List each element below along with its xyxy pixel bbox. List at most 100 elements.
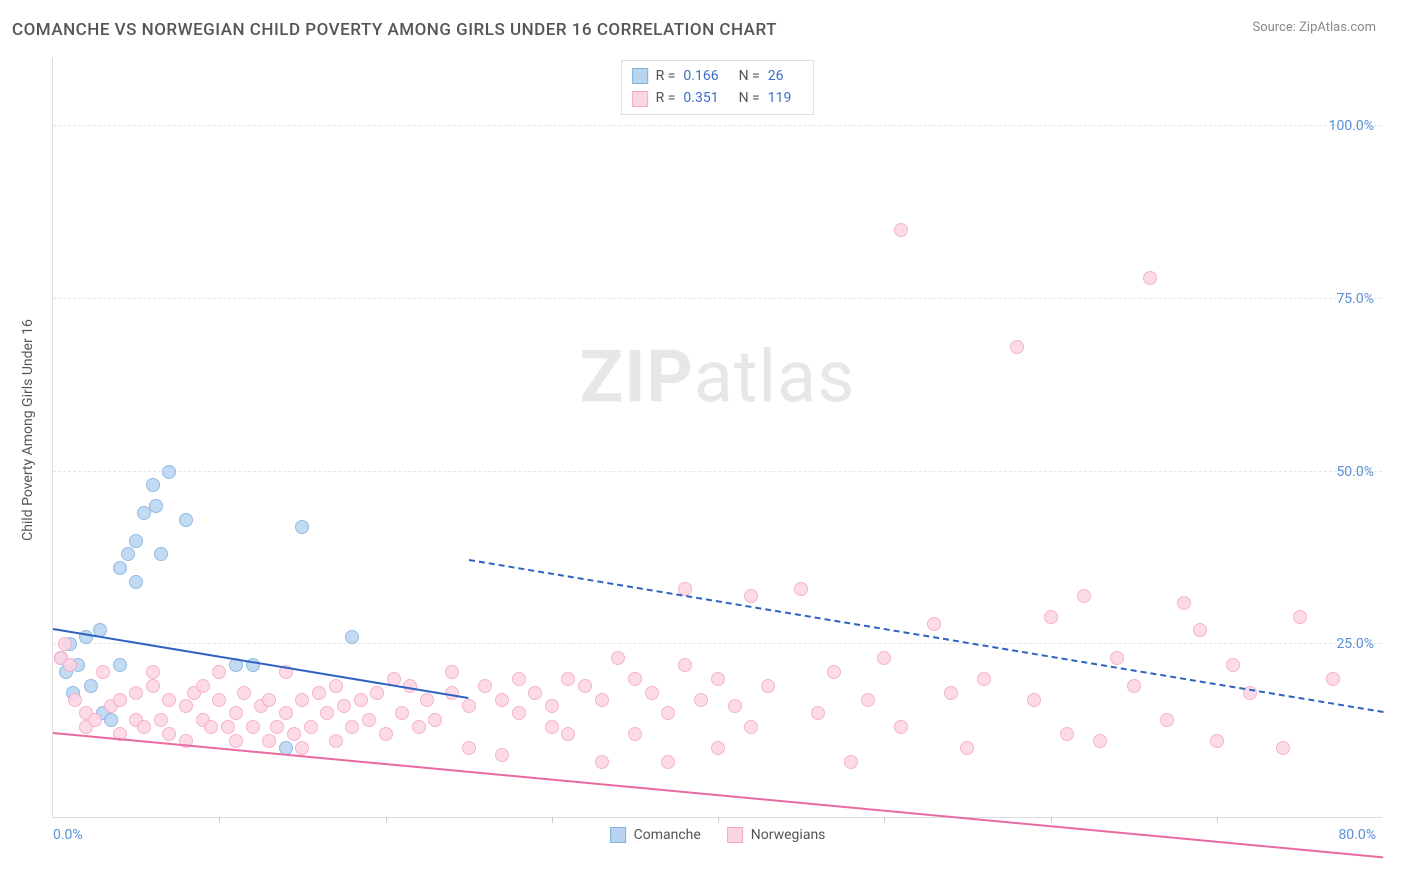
data-point bbox=[162, 727, 176, 741]
stat-value: 26 bbox=[768, 65, 784, 87]
data-point bbox=[711, 672, 725, 686]
x-axis-tick bbox=[386, 817, 387, 823]
data-point bbox=[628, 672, 642, 686]
data-point bbox=[894, 223, 908, 237]
data-point bbox=[395, 706, 409, 720]
legend-swatch-icon bbox=[610, 827, 626, 843]
x-axis-max-label: 80.0% bbox=[1338, 827, 1376, 843]
data-point bbox=[320, 706, 334, 720]
data-point bbox=[1276, 741, 1290, 755]
legend-label: Comanche bbox=[634, 827, 701, 843]
data-point bbox=[728, 699, 742, 713]
data-point bbox=[478, 679, 492, 693]
data-point bbox=[162, 693, 176, 707]
data-point bbox=[329, 734, 343, 748]
data-point bbox=[179, 699, 193, 713]
data-point bbox=[661, 755, 675, 769]
data-point bbox=[129, 575, 143, 589]
data-point bbox=[354, 693, 368, 707]
data-point bbox=[121, 547, 135, 561]
legend-item: Norwegians bbox=[727, 827, 826, 843]
data-point bbox=[694, 693, 708, 707]
x-axis-tick bbox=[718, 817, 719, 823]
data-point bbox=[212, 693, 226, 707]
data-point bbox=[304, 720, 318, 734]
x-axis-tick bbox=[1217, 817, 1218, 823]
data-point bbox=[428, 713, 442, 727]
data-point bbox=[894, 720, 908, 734]
data-point bbox=[561, 672, 575, 686]
data-point bbox=[462, 699, 476, 713]
stat-label: N = bbox=[739, 87, 760, 109]
x-axis-tick bbox=[219, 817, 220, 823]
data-point bbox=[113, 658, 127, 672]
data-point bbox=[420, 693, 434, 707]
data-point bbox=[229, 734, 243, 748]
data-point bbox=[88, 713, 102, 727]
data-point bbox=[179, 513, 193, 527]
data-point bbox=[113, 693, 127, 707]
data-point bbox=[362, 713, 376, 727]
legend-stats: R = 0.166 N = 26 R = 0.351 N = 119 bbox=[621, 60, 815, 115]
data-point bbox=[246, 720, 260, 734]
stat-value: 119 bbox=[768, 87, 792, 109]
data-point bbox=[1010, 340, 1024, 354]
data-point bbox=[445, 665, 459, 679]
data-point bbox=[462, 741, 476, 755]
gridline bbox=[53, 298, 1382, 299]
data-point bbox=[312, 686, 326, 700]
data-point bbox=[104, 713, 118, 727]
data-point bbox=[137, 720, 151, 734]
data-point bbox=[794, 582, 808, 596]
data-point bbox=[113, 561, 127, 575]
data-point bbox=[129, 534, 143, 548]
data-point bbox=[495, 693, 509, 707]
data-point bbox=[1110, 651, 1124, 665]
chart-title: COMANCHE VS NORWEGIAN CHILD POVERTY AMON… bbox=[12, 20, 777, 40]
data-point bbox=[1077, 589, 1091, 603]
data-point bbox=[1160, 713, 1174, 727]
legend-swatch-icon bbox=[632, 68, 648, 84]
data-point bbox=[154, 547, 168, 561]
data-point bbox=[495, 748, 509, 762]
y-axis-tick-label: 75.0% bbox=[1336, 291, 1374, 307]
data-point bbox=[1027, 693, 1041, 707]
data-point bbox=[545, 720, 559, 734]
stat-label: R = bbox=[656, 87, 676, 109]
stat-value: 0.351 bbox=[683, 87, 718, 109]
data-point bbox=[295, 520, 309, 534]
data-point bbox=[412, 720, 426, 734]
data-point bbox=[287, 727, 301, 741]
data-point bbox=[1177, 596, 1191, 610]
data-point bbox=[528, 686, 542, 700]
data-point bbox=[237, 686, 251, 700]
y-axis-tick-label: 100.0% bbox=[1329, 118, 1374, 134]
data-point bbox=[861, 693, 875, 707]
data-point bbox=[162, 465, 176, 479]
data-point bbox=[1127, 679, 1141, 693]
legend-series: Comanche Norwegians bbox=[610, 827, 826, 843]
data-point bbox=[1044, 610, 1058, 624]
gridline bbox=[53, 125, 1382, 126]
data-point bbox=[611, 651, 625, 665]
data-point bbox=[146, 478, 160, 492]
x-axis-tick bbox=[552, 817, 553, 823]
data-point bbox=[204, 720, 218, 734]
data-point bbox=[345, 630, 359, 644]
data-point bbox=[512, 706, 526, 720]
data-point bbox=[595, 693, 609, 707]
data-point bbox=[1060, 727, 1074, 741]
stat-label: R = bbox=[656, 65, 676, 87]
data-point bbox=[512, 672, 526, 686]
data-point bbox=[811, 706, 825, 720]
x-axis-tick bbox=[1051, 817, 1052, 823]
data-point bbox=[1210, 734, 1224, 748]
x-axis-min-label: 0.0% bbox=[53, 827, 83, 843]
scatter-chart: ZIPatlas R = 0.166 N = 26 R = 0.351 N = … bbox=[52, 58, 1382, 818]
data-point bbox=[196, 679, 210, 693]
data-point bbox=[262, 734, 276, 748]
data-point bbox=[212, 665, 226, 679]
data-point bbox=[262, 693, 276, 707]
legend-swatch-icon bbox=[727, 827, 743, 843]
data-point bbox=[578, 679, 592, 693]
